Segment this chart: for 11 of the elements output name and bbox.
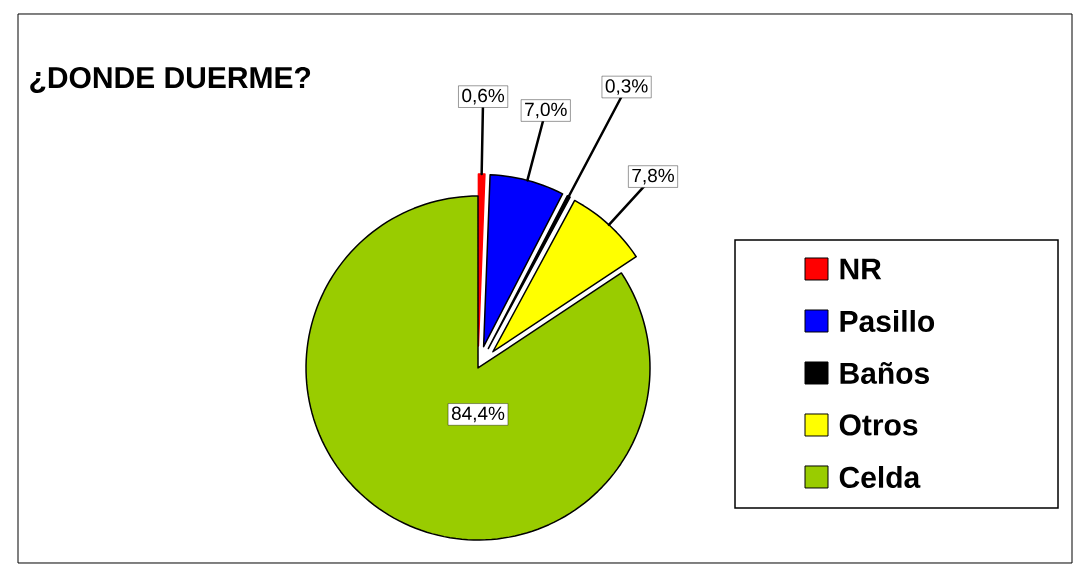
legend-label: Celda: [839, 465, 921, 489]
legend-label: Pasillo: [840, 309, 935, 333]
legend-label: Baños: [840, 362, 929, 384]
legend-label: NR: [840, 258, 882, 280]
data-label: 7,8%: [632, 168, 674, 185]
data-label: 7,0%: [525, 102, 567, 119]
legend-label: Otros: [839, 414, 918, 436]
data-label: 0,6%: [462, 88, 505, 105]
data-label: 84,4%: [451, 406, 505, 423]
data-label: 0,3%: [605, 79, 648, 95]
chart-title: ¿DONDE DUERME?: [30, 66, 311, 94]
